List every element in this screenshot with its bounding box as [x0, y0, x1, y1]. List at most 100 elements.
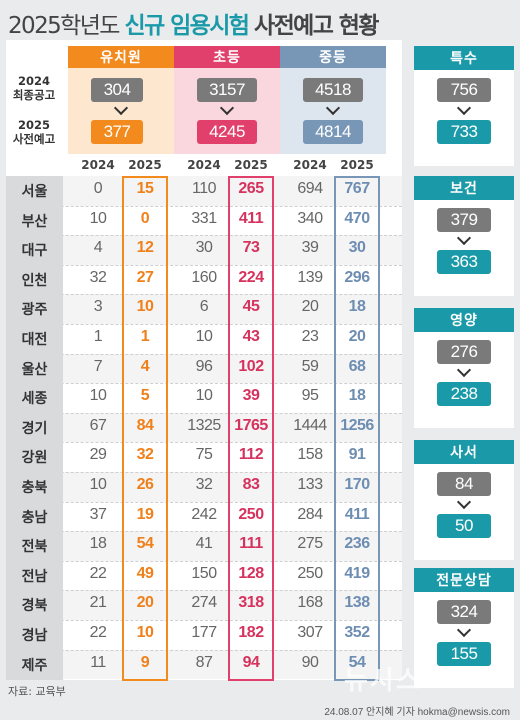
total-2024-kinder: 304: [91, 78, 143, 102]
table-cell: 275: [297, 535, 323, 553]
table-cell: 20: [301, 298, 319, 316]
arrow-down-icon: [456, 230, 472, 246]
watermark: 뉴시스: [344, 666, 422, 696]
special-total-2024: 379: [437, 208, 491, 232]
credit-line: 24.08.07 안지혜 기자 hokma@newsis.com: [324, 707, 510, 718]
row-stripe: [6, 353, 402, 384]
row-divider: [6, 531, 402, 533]
table-cell: 182: [238, 624, 264, 641]
row-stripe: [6, 176, 402, 206]
source-note: 자료: 교육부: [8, 685, 66, 698]
table-cell: 54: [136, 535, 154, 553]
table-cell: 250: [238, 505, 264, 523]
row-divider: [6, 560, 402, 562]
year-label: 2024: [187, 158, 221, 172]
row-divider: [6, 412, 402, 414]
table-cell: 21: [89, 594, 107, 612]
table-cell: 284: [297, 505, 323, 523]
region-label: 대구: [21, 243, 48, 260]
region-label: 광주: [21, 302, 48, 319]
row-label-line: 2025: [17, 118, 50, 132]
table-cell: 236: [344, 535, 370, 553]
special-total-2024: 276: [437, 340, 491, 364]
arrow-down-icon: [456, 494, 472, 510]
table-cell: 9: [140, 653, 150, 671]
special-total-2025: 363: [437, 250, 491, 274]
table-cell: 68: [348, 357, 366, 375]
table-cell: 3: [93, 298, 103, 316]
highlight-frame-elem: [228, 176, 274, 681]
table-cell: 10: [136, 624, 154, 641]
table-cell: 10: [89, 387, 107, 405]
row-label-line: 사전예고: [12, 132, 56, 146]
group-header-elem: 초등: [174, 46, 280, 68]
special-total-2024: 324: [437, 600, 491, 624]
table-cell: 133: [297, 476, 323, 493]
region-label: 울산: [21, 361, 48, 378]
table-cell: 307: [297, 624, 323, 641]
table-cell: 158: [297, 446, 323, 464]
special-card: 사서 84 50: [414, 440, 514, 560]
highlight-frame-kinder: [122, 176, 168, 681]
region-label: 부산: [21, 213, 48, 230]
table-cell: 10: [89, 209, 107, 227]
row-label-final: 2024 최종공고: [6, 74, 62, 102]
table-cell: 10: [195, 387, 213, 405]
table-cell: 39: [242, 387, 260, 405]
table-cell: 43: [242, 328, 260, 345]
row-stripe: [6, 649, 402, 680]
table-cell: 96: [195, 357, 213, 375]
region-label: 충북: [21, 480, 48, 496]
row-divider: [6, 590, 402, 592]
table-cell: 75: [195, 446, 213, 464]
table-cell: 111: [239, 535, 263, 553]
table-cell: 7: [93, 357, 103, 375]
year-label: 2025: [234, 158, 268, 172]
table-cell: 170: [344, 476, 370, 493]
table-cell: 110: [191, 180, 217, 197]
row-stripe: [6, 590, 402, 620]
row-divider: [6, 235, 402, 237]
table-cell: 41: [195, 535, 213, 553]
table-cell: 1: [140, 328, 150, 345]
table-cell: 11: [90, 653, 106, 671]
row-label-pre: 2025 사전예고: [6, 118, 62, 146]
table-cell: 18: [348, 298, 366, 316]
table-cell: 67: [89, 416, 107, 434]
region-label: 충남: [21, 509, 48, 526]
table-cell: 26: [136, 476, 154, 493]
table-cell: 49: [136, 564, 154, 582]
table-cell: 0: [140, 209, 150, 227]
table-cell: 39: [301, 239, 319, 257]
group-header-kinder: 유치원: [68, 46, 174, 68]
table-cell: 19: [136, 505, 154, 523]
row-divider: [6, 501, 402, 503]
table-cell: 265: [238, 180, 264, 197]
highlight-frame-middle: [334, 176, 380, 681]
special-card: 보건 379 363: [414, 176, 514, 296]
row-stripe: [6, 235, 402, 265]
special-card-title: 영양: [414, 308, 514, 332]
table-cell: 1444: [293, 416, 327, 434]
region-label: 경북: [21, 598, 48, 615]
region-label: 세종: [21, 391, 48, 408]
arrow-down-icon: [456, 100, 472, 116]
table-cell: 1256: [340, 416, 374, 434]
special-card-title: 사서: [414, 440, 514, 464]
table-cell: 331: [191, 209, 217, 227]
table-cell: 30: [348, 239, 366, 257]
special-total-2025: 50: [437, 514, 491, 538]
special-card-title: 전문상담: [414, 568, 514, 592]
table-cell: 5: [140, 387, 150, 405]
row-divider: [6, 205, 402, 207]
table-cell: 177: [191, 624, 217, 641]
table-cell: 73: [242, 239, 260, 257]
arrow-down-icon: [456, 622, 472, 638]
table-cell: 1: [93, 328, 103, 345]
table-cell: 1325: [187, 416, 221, 434]
table-cell: 6: [199, 298, 209, 316]
special-card-title: 특수: [414, 46, 514, 70]
total-2025-elem: 4245: [197, 120, 257, 144]
table-cell: 168: [297, 594, 323, 612]
region-label: 전남: [21, 568, 48, 585]
